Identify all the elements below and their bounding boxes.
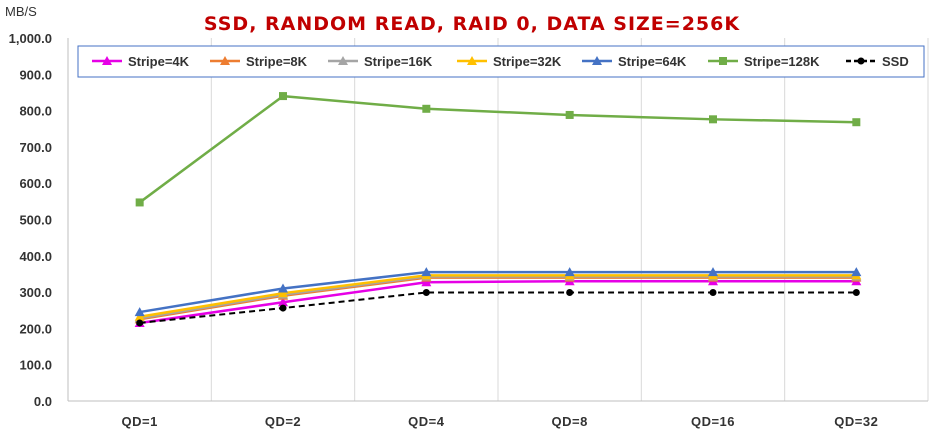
y-tick-label: 200.0 xyxy=(19,321,52,336)
y-tick-label: 400.0 xyxy=(19,249,52,264)
x-tick-label: QD=8 xyxy=(552,414,588,429)
legend-item: Stripe=64K xyxy=(582,54,687,69)
x-tick-label: QD=1 xyxy=(122,414,158,429)
data-point xyxy=(708,267,718,277)
series-stripe-32k xyxy=(134,270,862,321)
axes xyxy=(67,38,928,402)
y-tick-label: 1,000.0 xyxy=(9,31,52,46)
series-stripe-64k xyxy=(134,267,862,317)
series-ssd xyxy=(136,288,860,327)
legend-swatch-marker xyxy=(592,56,602,65)
data-point xyxy=(421,267,432,277)
legend-label: Stripe=8K xyxy=(246,54,308,69)
legend-swatch-marker xyxy=(719,57,727,65)
legend-label: Stripe=128K xyxy=(744,54,820,69)
x-tick-label: QD=2 xyxy=(265,414,301,429)
series-line xyxy=(139,270,857,314)
y-tick-label: 300.0 xyxy=(19,285,52,300)
series xyxy=(134,92,862,327)
data-point xyxy=(852,118,861,127)
legend-swatch-marker xyxy=(338,56,348,65)
legend-label: Stripe=64K xyxy=(618,54,687,69)
data-point xyxy=(565,110,574,119)
legend: Stripe=4K Stripe=8K Stripe=16K Stripe=32K St… xyxy=(77,45,925,78)
legend-item: Stripe=32K xyxy=(457,54,562,69)
y-tick-label: 600.0 xyxy=(19,176,52,191)
legend-item: Stripe=128K xyxy=(708,54,820,69)
data-point xyxy=(851,267,862,277)
x-tick-label: QD=4 xyxy=(408,414,445,429)
gridlines xyxy=(67,38,929,401)
series-line xyxy=(139,279,857,325)
legend-label: Stripe=32K xyxy=(493,54,562,69)
legend-swatch-marker xyxy=(467,56,477,65)
data-point xyxy=(566,288,574,296)
series-line xyxy=(139,291,857,324)
legend-swatch-marker xyxy=(857,57,865,65)
data-point xyxy=(278,297,288,307)
data-point xyxy=(852,288,860,296)
y-tick-label: 700.0 xyxy=(19,140,52,155)
y-axis-unit-label: MB/S xyxy=(5,4,37,19)
legend-item: Stripe=8K xyxy=(210,54,308,69)
x-tick-labels: QD=1 QD=2 QD=4 QD=8 QD=16 QD=32 xyxy=(122,414,878,429)
data-point xyxy=(422,104,431,113)
data-point xyxy=(279,92,287,101)
y-tick-labels: 0.0 100.0 200.0 300.0 400.0 500.0 600.0 700.0 80… xyxy=(9,31,52,409)
legend-item: Stripe=16K xyxy=(328,54,433,69)
legend-label: SSD xyxy=(882,54,909,69)
legend-label: Stripe=4K xyxy=(128,54,190,69)
data-point xyxy=(421,277,432,287)
y-tick-label: 800.0 xyxy=(19,104,52,119)
data-point xyxy=(278,288,288,298)
legend-swatch-marker xyxy=(220,56,230,65)
y-tick-label: 100.0 xyxy=(19,358,52,373)
data-point xyxy=(709,288,717,296)
x-tick-label: QD=16 xyxy=(691,414,735,429)
data-point xyxy=(278,283,288,293)
legend-swatch-marker xyxy=(102,56,112,65)
data-point xyxy=(134,307,145,317)
series-line xyxy=(139,274,857,319)
data-point xyxy=(422,288,430,296)
legend-item: Stripe=4K xyxy=(92,54,190,69)
series-line xyxy=(138,94,857,204)
legend-item: SSD xyxy=(846,54,909,69)
series-stripe-128k xyxy=(135,92,861,207)
y-tick-label: 0.0 xyxy=(34,394,52,409)
data-point xyxy=(709,115,717,124)
legend-label: Stripe=16K xyxy=(364,54,433,69)
x-tick-label: QD=32 xyxy=(834,414,878,429)
data-point xyxy=(564,267,575,277)
data-point xyxy=(135,198,144,207)
y-tick-label: 900.0 xyxy=(19,67,52,82)
data-point xyxy=(279,304,287,312)
y-tick-label: 500.0 xyxy=(19,213,52,228)
data-point xyxy=(134,311,145,321)
chart-title: SSD, RANDOM READ, RAID 0, DATA SIZE=256K xyxy=(204,13,740,35)
data-point xyxy=(136,319,144,327)
